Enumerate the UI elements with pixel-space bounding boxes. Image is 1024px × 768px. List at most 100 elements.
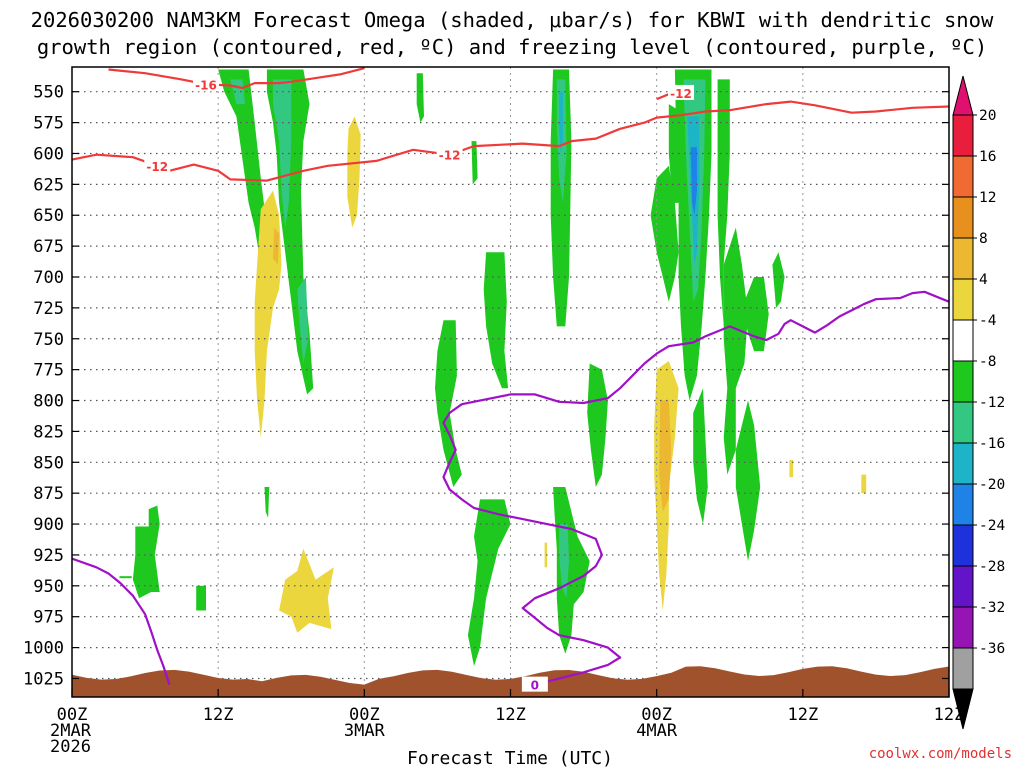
omega-region bbox=[544, 542, 547, 568]
colorbar-tick-label: -8 bbox=[979, 354, 996, 370]
y-tick-label: 800 bbox=[33, 392, 64, 412]
y-tick-label: 575 bbox=[33, 114, 64, 134]
grid-lines bbox=[72, 67, 949, 697]
contour-label-bg bbox=[192, 76, 219, 92]
x-tick-label: 12Z bbox=[203, 705, 234, 725]
omega-region bbox=[416, 73, 424, 123]
dgz-contour-label: -12 bbox=[670, 87, 692, 101]
y-tick-label: 650 bbox=[33, 206, 64, 226]
y-tick-label: 825 bbox=[33, 422, 64, 442]
colorbar-tick-label: 4 bbox=[979, 272, 988, 288]
y-tick-label: 1025 bbox=[23, 669, 64, 689]
x-tick-label: 12Z bbox=[934, 705, 965, 725]
colorbar-segment bbox=[952, 483, 974, 526]
colorbar: 20 16 12 8 4 -4 -8 -12 -16 -20 -24 -28 -32 -36 bbox=[952, 75, 1005, 730]
x-tick-label: 4MAR bbox=[636, 721, 678, 741]
colorbar-tick-label: 20 bbox=[979, 108, 996, 124]
omega-region bbox=[483, 252, 509, 389]
colorbar-tick-label: 12 bbox=[979, 190, 996, 206]
colorbar-tick-label: -32 bbox=[979, 600, 1005, 616]
omega-region bbox=[559, 91, 563, 154]
colorbar-tick-label: 8 bbox=[979, 231, 988, 247]
omega-region bbox=[650, 165, 679, 302]
x-axis-label: Forecast Time (UTC) bbox=[407, 748, 613, 768]
y-tick-label: 700 bbox=[33, 268, 64, 288]
colorbar-segment bbox=[952, 565, 974, 608]
y-tick-label: 775 bbox=[33, 361, 64, 381]
omega-region bbox=[659, 400, 672, 512]
y-tick-label: 600 bbox=[33, 144, 64, 164]
colorbar-tick-label: -36 bbox=[979, 641, 1005, 657]
omega-region bbox=[467, 499, 511, 667]
colorbar-segment bbox=[952, 606, 974, 649]
colorbar-tick-label: 16 bbox=[979, 149, 996, 165]
colorbar-tick-label: -16 bbox=[979, 436, 1005, 452]
dgz-contour-label: -16 bbox=[195, 78, 217, 92]
y-tick-label: 975 bbox=[33, 608, 64, 628]
omega-region bbox=[861, 474, 867, 494]
y-axis-ticks: 550 575 600 625 650 675 700 725 750 775 800 825 850 8… bbox=[23, 83, 949, 689]
colorbar-segment bbox=[952, 319, 974, 362]
omega-region bbox=[735, 400, 761, 562]
y-tick-label: 750 bbox=[33, 330, 64, 350]
chart-title-line1: 2026030200 NAM3KM Forecast Omega (shaded… bbox=[31, 8, 994, 32]
y-tick-label: 625 bbox=[33, 175, 64, 195]
colorbar-segment bbox=[952, 196, 974, 239]
y-tick-label: 900 bbox=[33, 515, 64, 535]
dgz-contour-label: -12 bbox=[439, 149, 461, 163]
x-tick-label: 12Z bbox=[495, 705, 526, 725]
omega-region bbox=[559, 524, 569, 599]
contour-label-bg bbox=[668, 84, 695, 100]
y-tick-label: 875 bbox=[33, 484, 64, 504]
omega-region bbox=[741, 277, 769, 352]
y-tick-label: 850 bbox=[33, 453, 64, 473]
x-tick-label: 3MAR bbox=[344, 721, 386, 741]
colorbar-segment bbox=[952, 647, 974, 690]
omega-region bbox=[132, 505, 160, 599]
omega-region bbox=[553, 487, 590, 654]
colorbar-segment bbox=[952, 401, 974, 444]
y-tick-label: 725 bbox=[33, 299, 64, 319]
colorbar-tick-label: -28 bbox=[979, 559, 1005, 575]
y-tick-label: 925 bbox=[33, 546, 64, 566]
y-tick-label: 1000 bbox=[23, 639, 64, 659]
contour-label-bg bbox=[144, 157, 171, 173]
colorbar-arrow-top bbox=[952, 75, 974, 116]
colorbar-tick-label: -12 bbox=[979, 395, 1005, 411]
freezing-level-contours: 0 bbox=[71, 290, 950, 693]
omega-region bbox=[717, 79, 730, 327]
terrain-fill bbox=[72, 666, 949, 697]
x-tick-label: 2026 bbox=[50, 737, 91, 757]
omega-region bbox=[723, 227, 748, 475]
colorbar-segment bbox=[952, 237, 974, 280]
x-tick-label: 2MAR bbox=[50, 721, 92, 741]
colorbar-tick-label: -24 bbox=[979, 518, 1005, 534]
omega-region bbox=[196, 585, 206, 611]
chart-title-line2: growth region (contoured, red, ºC) and f… bbox=[37, 35, 987, 59]
omega-region bbox=[264, 487, 270, 518]
y-tick-label: 950 bbox=[33, 577, 64, 597]
omega-region bbox=[772, 252, 785, 308]
omega-region bbox=[587, 363, 608, 487]
colorbar-segment bbox=[952, 114, 974, 157]
omega-region bbox=[279, 548, 334, 633]
colorbar-arrow-bottom bbox=[952, 688, 974, 730]
colorbar-segment bbox=[952, 442, 974, 485]
watermark: coolwx.com/models bbox=[869, 746, 1012, 762]
omega-region bbox=[471, 141, 478, 185]
dgz-contours: -12 -12 -16 -12 bbox=[71, 67, 950, 182]
x-tick-label: 00Z bbox=[57, 705, 88, 725]
freezing-contour-label: 0 bbox=[531, 679, 539, 693]
colorbar-segment bbox=[952, 278, 974, 321]
freezing-contour-line bbox=[442, 290, 950, 686]
omega-region bbox=[297, 277, 309, 364]
terrain-polygon bbox=[72, 666, 949, 697]
x-tick-label: 00Z bbox=[641, 705, 672, 725]
contour-label-bg bbox=[521, 676, 548, 692]
y-tick-label: 675 bbox=[33, 237, 64, 257]
colorbar-segment bbox=[952, 155, 974, 198]
colorbar-segment bbox=[952, 360, 974, 403]
omega-region bbox=[218, 69, 267, 265]
